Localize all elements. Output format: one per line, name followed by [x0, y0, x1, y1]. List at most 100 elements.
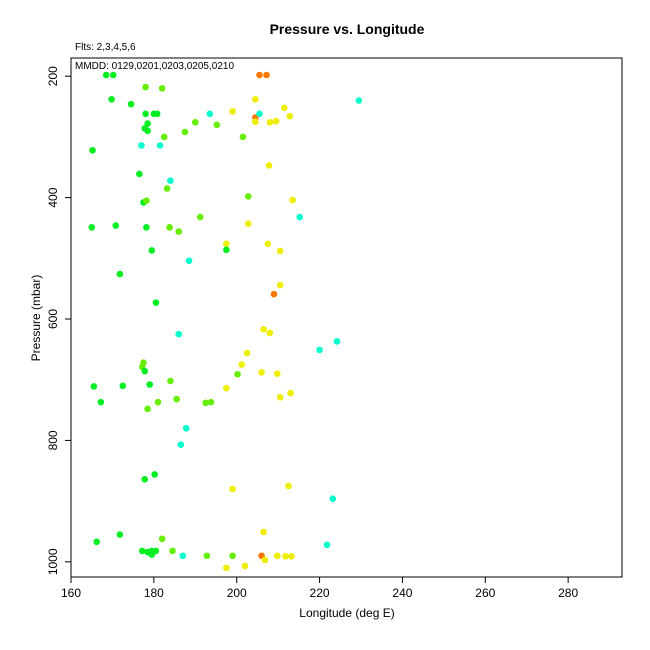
data-point-45	[112, 222, 120, 229]
data-point-54	[185, 257, 193, 265]
data-point-84	[144, 405, 151, 413]
data-point-56	[276, 281, 284, 289]
data-point-76	[223, 384, 230, 392]
data-point-103	[179, 552, 187, 560]
data-point-60	[266, 329, 274, 337]
data-point-88	[141, 475, 149, 483]
data-point-48	[175, 228, 183, 235]
data-point-107	[261, 556, 269, 564]
data-point-30	[138, 142, 145, 149]
y-axis-label: Pressure (mbar)	[29, 275, 43, 362]
data-point-112	[223, 564, 230, 572]
data-point-43	[245, 220, 252, 228]
data-point-61	[175, 330, 183, 338]
x-axis-label: Longitude (deg E)	[299, 606, 394, 620]
data-point-104	[203, 552, 211, 560]
data-point-81	[154, 398, 162, 406]
data-point-13	[153, 110, 161, 118]
data-point-86	[177, 441, 185, 448]
chart-title: Pressure vs. Longitude	[270, 21, 425, 37]
data-point-18	[286, 112, 294, 120]
x-tick-label: 240	[392, 586, 412, 600]
data-point-42	[196, 213, 204, 221]
data-point-92	[260, 528, 267, 536]
data-point-83	[207, 398, 215, 406]
data-point-32	[89, 146, 96, 154]
data-point-24	[272, 117, 280, 125]
data-point-74	[119, 382, 127, 390]
data-point-31	[156, 142, 164, 149]
data-point-89	[285, 482, 292, 490]
data-point-17	[256, 110, 263, 118]
data-point-40	[143, 197, 150, 204]
data-point-62	[333, 338, 341, 345]
data-point-8	[127, 100, 135, 108]
data-point-91	[329, 495, 337, 502]
data-point-7	[108, 95, 115, 103]
data-point-108	[274, 552, 281, 560]
x-tick-label: 260	[475, 586, 495, 600]
data-point-110	[288, 553, 295, 560]
x-tick-label: 220	[310, 586, 330, 600]
dates-note: MMDD: 0129,0201,0203,0205,0210	[75, 61, 234, 72]
data-point-20	[191, 119, 199, 126]
data-point-79	[173, 395, 180, 403]
data-point-63	[316, 346, 323, 354]
data-point-11	[142, 110, 149, 118]
flights-note: Flts: 2,3,4,5,6	[75, 42, 136, 53]
data-point-29	[239, 133, 247, 141]
data-point-80	[97, 398, 105, 406]
data-point-1	[109, 71, 117, 79]
data-point-85	[182, 424, 190, 432]
data-point-5	[263, 71, 270, 79]
plot-marks	[88, 71, 363, 572]
y-tick-label: 800	[46, 430, 60, 450]
data-point-6	[355, 97, 363, 104]
data-point-78	[276, 394, 284, 401]
data-point-73	[90, 383, 98, 390]
data-point-10	[281, 104, 288, 112]
plot-frame	[70, 57, 623, 578]
y-tick-label: 1000	[46, 548, 60, 575]
data-point-47	[166, 224, 173, 231]
data-point-94	[158, 535, 166, 543]
data-point-34	[136, 170, 143, 178]
data-point-53	[276, 247, 284, 255]
data-point-19	[144, 120, 151, 127]
data-point-90	[229, 485, 236, 493]
data-point-96	[323, 541, 331, 549]
data-point-49	[223, 240, 230, 248]
data-point-41	[296, 213, 303, 221]
data-point-2	[142, 83, 149, 91]
data-point-57	[270, 290, 278, 298]
data-point-27	[181, 128, 189, 136]
data-point-36	[163, 185, 171, 192]
data-point-64	[243, 349, 251, 357]
data-point-111	[241, 562, 249, 570]
data-point-97	[138, 547, 146, 555]
data-point-70	[258, 369, 265, 376]
data-point-55	[116, 270, 124, 278]
data-point-33	[265, 162, 273, 169]
data-point-22	[252, 118, 259, 126]
data-point-69	[234, 370, 241, 378]
data-point-68	[141, 367, 149, 375]
x-tick-label: 200	[227, 586, 247, 600]
data-point-102	[148, 551, 156, 558]
data-point-26	[144, 127, 151, 135]
data-point-3	[158, 85, 166, 92]
x-tick-label: 280	[558, 586, 578, 600]
data-point-52	[148, 247, 156, 254]
data-point-95	[93, 538, 100, 546]
y-axis: 200 400 600 800 1000	[46, 66, 71, 575]
data-point-58	[152, 299, 160, 306]
data-point-0	[102, 71, 110, 79]
x-tick-label: 160	[61, 586, 81, 600]
y-tick-label: 600	[46, 309, 60, 329]
data-point-59	[260, 326, 267, 333]
data-point-72	[167, 377, 174, 385]
data-point-82	[202, 399, 209, 407]
data-point-23	[266, 119, 274, 126]
x-tick-label: 180	[144, 586, 164, 600]
data-point-87	[151, 471, 158, 478]
